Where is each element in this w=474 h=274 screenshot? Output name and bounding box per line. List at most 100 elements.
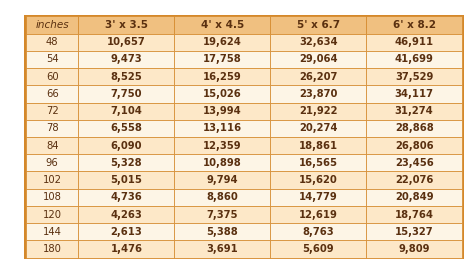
Text: 78: 78 bbox=[46, 123, 59, 133]
Text: 8,860: 8,860 bbox=[207, 192, 238, 202]
Text: 10,657: 10,657 bbox=[107, 37, 146, 47]
Text: 144: 144 bbox=[43, 227, 62, 237]
Text: 18,861: 18,861 bbox=[299, 141, 338, 151]
Bar bbox=[78, 240, 174, 258]
Bar bbox=[270, 172, 366, 189]
Text: 6' x 8.2: 6' x 8.2 bbox=[392, 20, 436, 30]
Text: 26,207: 26,207 bbox=[299, 72, 337, 82]
Text: 9,794: 9,794 bbox=[207, 175, 238, 185]
Bar bbox=[174, 120, 270, 137]
Text: 34,117: 34,117 bbox=[395, 89, 434, 99]
Bar bbox=[270, 154, 366, 172]
Bar bbox=[26, 85, 78, 102]
Bar bbox=[78, 223, 174, 240]
Bar bbox=[78, 206, 174, 223]
Bar bbox=[270, 85, 366, 102]
Text: 20,849: 20,849 bbox=[395, 192, 434, 202]
Bar bbox=[174, 34, 270, 51]
Text: 19,624: 19,624 bbox=[203, 37, 242, 47]
Text: 7,375: 7,375 bbox=[207, 210, 238, 219]
Bar bbox=[78, 154, 174, 172]
Bar bbox=[78, 120, 174, 137]
Text: 6,558: 6,558 bbox=[110, 123, 142, 133]
Text: 15,620: 15,620 bbox=[299, 175, 337, 185]
Bar bbox=[24, 15, 464, 259]
Text: 18,764: 18,764 bbox=[395, 210, 434, 219]
Bar bbox=[174, 189, 270, 206]
Bar bbox=[366, 102, 462, 120]
Text: inches: inches bbox=[36, 20, 69, 30]
Bar bbox=[174, 154, 270, 172]
Text: 15,327: 15,327 bbox=[395, 227, 434, 237]
Bar bbox=[26, 34, 78, 51]
Text: 108: 108 bbox=[43, 192, 62, 202]
Text: 3,691: 3,691 bbox=[207, 244, 238, 254]
Bar bbox=[366, 206, 462, 223]
Text: 2,613: 2,613 bbox=[110, 227, 142, 237]
Text: 16,259: 16,259 bbox=[203, 72, 242, 82]
Text: 7,104: 7,104 bbox=[110, 106, 142, 116]
Text: 5,328: 5,328 bbox=[110, 158, 142, 168]
Bar bbox=[270, 68, 366, 85]
Text: 1,476: 1,476 bbox=[110, 244, 142, 254]
Bar bbox=[366, 172, 462, 189]
Text: 60: 60 bbox=[46, 72, 59, 82]
Bar bbox=[366, 137, 462, 154]
Bar bbox=[26, 154, 78, 172]
Bar bbox=[270, 223, 366, 240]
Text: 102: 102 bbox=[43, 175, 62, 185]
Bar bbox=[26, 16, 78, 34]
Bar bbox=[270, 51, 366, 68]
Text: 4,736: 4,736 bbox=[110, 192, 142, 202]
Bar bbox=[174, 223, 270, 240]
Bar bbox=[174, 85, 270, 102]
Text: 22,076: 22,076 bbox=[395, 175, 433, 185]
Bar bbox=[174, 102, 270, 120]
Bar bbox=[366, 240, 462, 258]
Bar bbox=[78, 189, 174, 206]
Bar bbox=[26, 223, 78, 240]
Bar bbox=[174, 172, 270, 189]
Text: 3' x 3.5: 3' x 3.5 bbox=[105, 20, 148, 30]
Bar bbox=[78, 16, 174, 34]
Bar bbox=[270, 206, 366, 223]
Text: 54: 54 bbox=[46, 55, 59, 64]
Text: 66: 66 bbox=[46, 89, 59, 99]
Text: 16,565: 16,565 bbox=[299, 158, 338, 168]
Bar bbox=[78, 172, 174, 189]
Bar bbox=[366, 154, 462, 172]
Bar bbox=[270, 240, 366, 258]
Text: 180: 180 bbox=[43, 244, 62, 254]
Bar bbox=[174, 16, 270, 34]
Bar bbox=[26, 206, 78, 223]
Text: 96: 96 bbox=[46, 158, 59, 168]
Text: 10,898: 10,898 bbox=[203, 158, 242, 168]
Text: 41,699: 41,699 bbox=[395, 55, 434, 64]
Bar bbox=[366, 16, 462, 34]
Text: 9,473: 9,473 bbox=[110, 55, 142, 64]
Text: 26,806: 26,806 bbox=[395, 141, 434, 151]
Bar bbox=[174, 51, 270, 68]
Text: 8,525: 8,525 bbox=[110, 72, 142, 82]
Text: 14,779: 14,779 bbox=[299, 192, 337, 202]
Bar bbox=[78, 85, 174, 102]
Bar bbox=[366, 223, 462, 240]
Text: 20,274: 20,274 bbox=[299, 123, 337, 133]
Bar bbox=[174, 137, 270, 154]
Text: 15,026: 15,026 bbox=[203, 89, 242, 99]
Text: 23,870: 23,870 bbox=[299, 89, 337, 99]
Bar bbox=[366, 189, 462, 206]
Text: 32,634: 32,634 bbox=[299, 37, 337, 47]
Bar bbox=[78, 34, 174, 51]
Bar bbox=[270, 34, 366, 51]
Bar bbox=[26, 189, 78, 206]
Text: 21,922: 21,922 bbox=[299, 106, 337, 116]
Text: 84: 84 bbox=[46, 141, 58, 151]
Bar bbox=[366, 68, 462, 85]
Bar bbox=[270, 189, 366, 206]
Bar bbox=[26, 120, 78, 137]
Text: 12,359: 12,359 bbox=[203, 141, 242, 151]
Bar bbox=[26, 137, 78, 154]
Text: 7,750: 7,750 bbox=[110, 89, 142, 99]
Bar bbox=[174, 68, 270, 85]
